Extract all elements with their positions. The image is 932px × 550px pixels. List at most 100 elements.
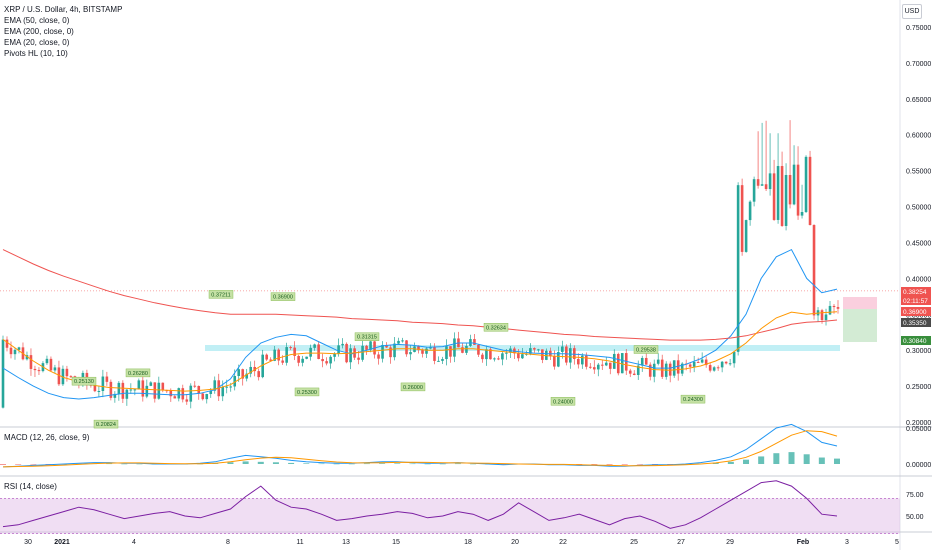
rsi-band (0, 498, 900, 534)
stop-price-label: 0.36900 (903, 309, 927, 316)
price-axis-tick-label: 0.25000 (906, 384, 931, 391)
candle-body (585, 355, 588, 367)
macd-histogram-bar (0, 464, 6, 465)
price-axis-tick-label: 0.50000 (906, 205, 931, 212)
pivot-label-box (400, 382, 426, 392)
candle-body (277, 349, 280, 361)
macd-histogram-bar (272, 462, 279, 464)
candle-body (237, 369, 241, 377)
candle-body (569, 348, 572, 363)
macd-histogram-bar (636, 464, 643, 465)
ema20-price-label-box (901, 318, 931, 327)
candle-body (257, 371, 260, 378)
candle-body (241, 369, 245, 379)
rsi-legend[interactable]: RSI (14, close) (4, 482, 57, 491)
time-axis-tick-label: 25 (630, 539, 638, 546)
pivot-label-box (354, 332, 380, 341)
candle-body (760, 184, 764, 186)
time-axis-tick-label: 4 (132, 539, 136, 546)
candle-body (9, 347, 13, 355)
macd-histogram-bar (727, 461, 734, 464)
legend-ema-20[interactable]: EMA (20, close, 0) (4, 38, 70, 47)
candle-body (393, 343, 396, 358)
currency-button[interactable]: USD (902, 4, 922, 19)
legend-pivots-hl[interactable]: Pivots HL (10, 10) (4, 49, 68, 58)
countdown-label-box (901, 296, 931, 305)
stop-price-label-box (901, 307, 931, 316)
candle-body (65, 368, 69, 377)
candle-body (329, 356, 332, 364)
candle-body (93, 385, 97, 392)
ema-50-line (2, 248, 838, 400)
candle-body (592, 367, 596, 370)
macd-histogram-bar (773, 453, 780, 464)
candle-body (561, 346, 564, 353)
pivot-label-box (71, 376, 97, 386)
macd-histogram-bar (348, 463, 355, 465)
pivot-label: 0.25130 (74, 379, 94, 385)
macd-histogram-bar (242, 461, 249, 464)
macd-histogram-bar (30, 464, 37, 465)
rsi-axis-tick-label: 75.00 (906, 492, 924, 499)
candle-body (201, 393, 205, 400)
macd-histogram-bar (288, 462, 295, 464)
candle-body (553, 356, 556, 367)
candle-body (437, 360, 440, 362)
pivot-label: 0.29538 (636, 347, 656, 353)
macd-signal-line (2, 430, 838, 468)
candle-body (5, 339, 9, 348)
candle-body (69, 376, 73, 378)
candle-body (141, 380, 145, 397)
candle-body (505, 352, 508, 354)
price-axis-tick-label: 0.55000 (906, 169, 931, 176)
macd-legend[interactable]: MACD (12, 26, close, 9) (4, 433, 90, 442)
candle-body (101, 376, 105, 392)
macd-histogram-bar (454, 463, 461, 465)
target-price-label: 0.30840 (903, 338, 927, 345)
candle-body (541, 349, 544, 360)
time-axis-tick-label: 5 (895, 539, 899, 546)
macd-histogram-bar (303, 463, 310, 464)
candle-body (485, 349, 488, 360)
time-axis-tick-label: 15 (392, 539, 400, 546)
macd-histogram-bar (318, 463, 325, 465)
candle-body (25, 355, 29, 360)
candle-body (517, 353, 520, 359)
pivot-label: 0.32634 (486, 325, 506, 331)
price-axis-tick-label: 0.45000 (906, 240, 931, 247)
candle-body (181, 388, 185, 400)
candle-body (728, 363, 732, 365)
macd-histogram-bar (424, 463, 431, 465)
price-axis-tick-label: 0.60000 (906, 133, 931, 140)
macd-histogram-bar (621, 464, 628, 465)
candle-body (744, 220, 748, 252)
symbol-title[interactable]: XRP / U.S. Dollar, 4h, BITSTAMP (4, 5, 123, 14)
candle-body (808, 156, 812, 226)
candle-body (740, 185, 744, 252)
candle-body (149, 382, 153, 386)
candle-body (401, 340, 404, 342)
candle-body (17, 347, 21, 350)
legend-ema-200[interactable]: EMA (200, close, 0) (4, 27, 74, 36)
candle-body (636, 365, 640, 375)
candle-body (764, 184, 768, 190)
candle-body (676, 360, 680, 374)
candle-body (473, 339, 476, 345)
macd-histogram-bar (818, 457, 825, 464)
candle-body (285, 347, 288, 363)
candle-body (129, 389, 133, 391)
candle-body (748, 201, 752, 221)
macd-histogram-bar (409, 463, 416, 465)
candle-body (433, 346, 436, 361)
candle-body (824, 314, 828, 321)
candle-body (700, 359, 704, 363)
candle-body (45, 358, 49, 364)
candle-body (648, 364, 652, 377)
candle-body (565, 346, 568, 363)
candle-body (225, 386, 229, 388)
last-price-label-box (901, 287, 931, 296)
legend-ema-50[interactable]: EMA (50, close, 0) (4, 16, 70, 25)
time-axis-tick-label: 27 (677, 539, 685, 546)
candle-body (620, 353, 624, 374)
